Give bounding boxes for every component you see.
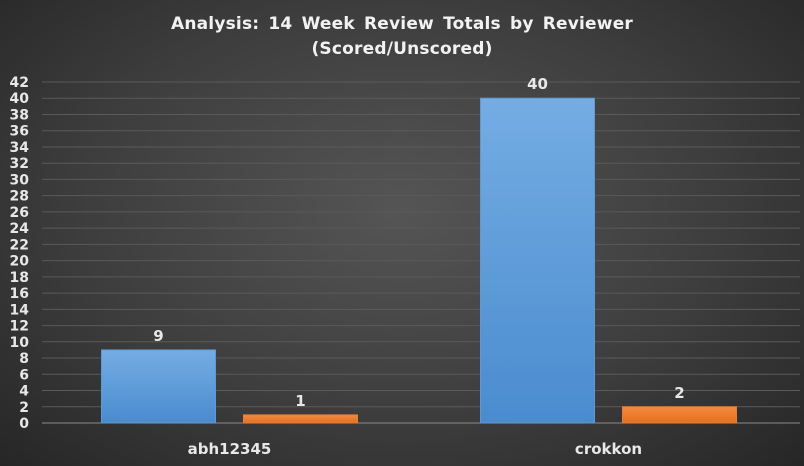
y-tick-label: 10 (10, 335, 30, 351)
data-label: 40 (527, 75, 548, 93)
y-tick-label: 26 (10, 205, 29, 221)
y-tick-label: 16 (10, 286, 29, 302)
y-tick-label: 20 (10, 254, 30, 270)
y-tick-label: 30 (10, 172, 30, 188)
data-label: 1 (295, 392, 305, 410)
x-axis-categories: abh12345 crokkon (188, 440, 642, 458)
y-tick-label: 40 (10, 91, 30, 107)
y-tick-label: 32 (10, 156, 29, 172)
chart-subtitle: (Scored/Unscored) (311, 39, 493, 59)
y-tick-label: 22 (10, 237, 29, 253)
y-tick-label: 4 (19, 384, 29, 400)
x-category-label: crokkon (575, 440, 642, 458)
chart-title-line: Analysis: 14 Week Review Totals by Revie… (170, 14, 634, 34)
y-tick-label: 8 (19, 351, 29, 367)
bar-abh12345-series-1 (243, 414, 358, 424)
data-labels: 9 1 40 2 (153, 75, 684, 410)
y-tick-label: 2 (19, 400, 29, 416)
y-tick-label: 6 (19, 367, 29, 383)
y-tick-label: 0 (19, 416, 29, 432)
y-tick-label: 34 (10, 140, 30, 156)
y-tick-label: 38 (10, 107, 29, 123)
data-label: 2 (674, 384, 684, 402)
y-tick-label: 28 (10, 189, 29, 205)
chart-title: Analysis: 14 Week Review Totals by Revie… (0, 12, 804, 62)
y-tick-label: 12 (10, 319, 29, 335)
bar-abh12345-series-0 (101, 349, 216, 424)
x-category-label: abh12345 (188, 440, 272, 458)
data-label: 9 (153, 327, 163, 345)
y-tick-label: 36 (10, 124, 29, 140)
y-tick-label: 24 (10, 221, 30, 237)
bar-crokkon-series-1 (622, 406, 737, 424)
y-tick-label: 14 (10, 302, 30, 318)
bar-crokkon-series-0 (480, 97, 595, 424)
y-tick-label: 18 (10, 270, 29, 286)
bars (101, 97, 737, 424)
y-tick-label: 42 (10, 75, 29, 91)
